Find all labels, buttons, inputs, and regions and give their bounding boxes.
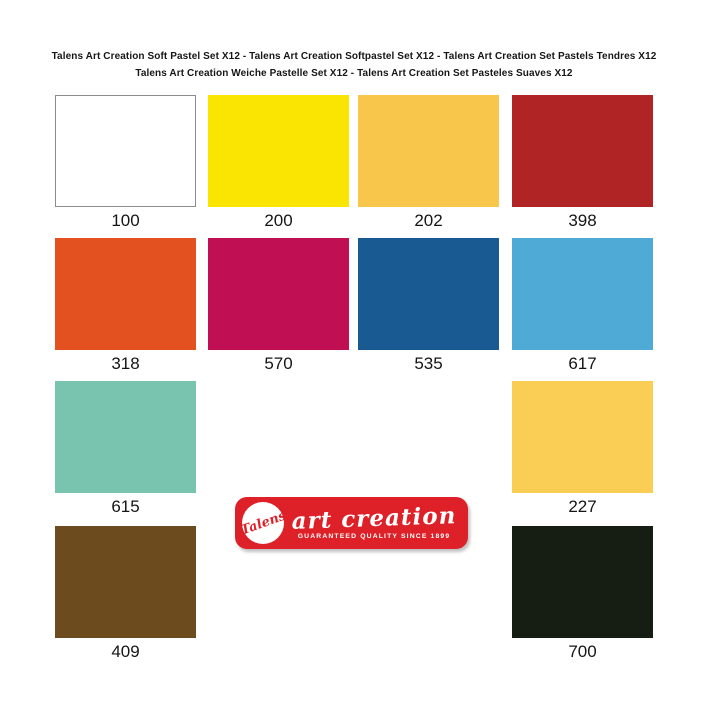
color-swatch: [512, 238, 653, 350]
color-swatch: [512, 95, 653, 207]
swatch-code-label: 615: [111, 497, 140, 516]
swatch-cell-615: 615: [55, 381, 196, 516]
color-swatch: [55, 526, 196, 638]
swatch-cell-202: 202: [358, 95, 499, 230]
color-swatch: [512, 381, 653, 493]
swatch-code-label: 570: [264, 354, 293, 373]
swatch-code-label: 409: [111, 642, 140, 661]
swatch-code-label: 700: [568, 642, 597, 661]
swatch-cell-617: 617: [512, 238, 653, 373]
swatch-cell-409: 409: [55, 526, 196, 661]
color-swatch: [55, 238, 196, 350]
swatch-cell-700: 700: [512, 526, 653, 661]
swatch-cell-100: 100: [55, 95, 196, 230]
swatch-code-label: 535: [414, 354, 443, 373]
swatch-code-label: 100: [111, 211, 140, 230]
logo-text-block: art creation GUARANTEED QUALITY SINCE 18…: [284, 501, 468, 540]
color-swatch: [512, 526, 653, 638]
logo-tagline: GUARANTEED QUALITY SINCE 1899: [297, 532, 451, 540]
color-swatch: [208, 238, 349, 350]
swatch-code-label: 202: [414, 211, 443, 230]
swatch-cell-200: 200: [208, 95, 349, 230]
art-creation-logo: Talens art creation GUARANTEED QUALITY S…: [235, 497, 468, 549]
talens-seal-text: Talens: [238, 507, 288, 539]
talens-seal-icon: Talens: [238, 502, 288, 544]
swatch-code-label: 227: [568, 497, 597, 516]
swatch-cell-570: 570: [208, 238, 349, 373]
swatch-code-label: 318: [111, 354, 140, 373]
color-swatch: [358, 238, 499, 350]
color-swatch: [358, 95, 499, 207]
swatch-code-label: 398: [568, 211, 597, 230]
swatch-cell-318: 318: [55, 238, 196, 373]
logo-wordmark: art creation: [291, 501, 457, 535]
color-swatch: [55, 381, 196, 493]
swatch-cell-535: 535: [358, 238, 499, 373]
color-swatch: [208, 95, 349, 207]
swatch-cell-227: 227: [512, 381, 653, 516]
swatch-code-label: 617: [568, 354, 597, 373]
swatch-cell-398: 398: [512, 95, 653, 230]
product-title-line-1: Talens Art Creation Soft Pastel Set X12 …: [51, 51, 657, 62]
product-title: Talens Art Creation Soft Pastel Set X12 …: [0, 48, 708, 82]
swatch-code-label: 200: [264, 211, 293, 230]
color-swatch: [55, 95, 196, 207]
product-title-line-2: Talens Art Creation Weiche Pastelle Set …: [135, 68, 573, 79]
